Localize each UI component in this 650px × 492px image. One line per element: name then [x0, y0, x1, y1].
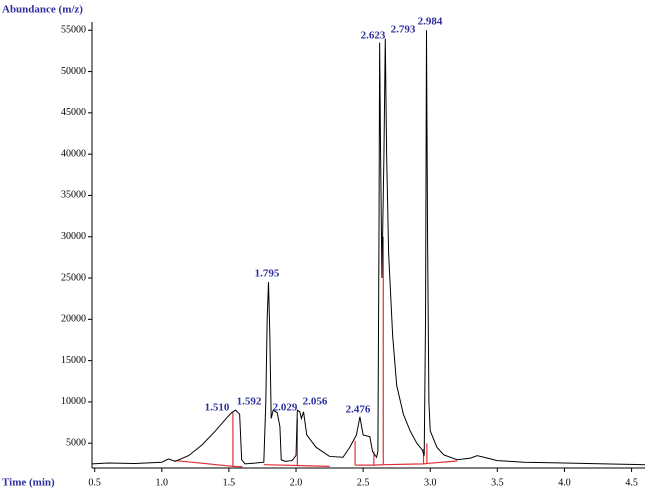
y-tick-label: 15000 — [61, 355, 86, 366]
baseline — [383, 449, 425, 466]
peak-label: 1.795 — [255, 268, 280, 280]
x-tick-label: 2.5 — [357, 477, 370, 488]
peak-label: 2.793 — [391, 24, 416, 36]
y-axis-title: Abundance (m/z) — [2, 4, 83, 16]
y-tick-label: 45000 — [61, 107, 86, 118]
peak-label: 2.623 — [361, 30, 386, 42]
baseline — [297, 464, 330, 467]
x-tick-label: 1.5 — [223, 477, 236, 488]
y-tick-label: 30000 — [61, 231, 86, 242]
y-tick-label: 55000 — [61, 25, 86, 36]
y-tick-label: 40000 — [61, 148, 86, 159]
y-tick-label: 50000 — [61, 66, 86, 77]
peak-label: 2.984 — [418, 16, 443, 28]
trace — [91, 30, 646, 466]
peak-label: 2.056 — [303, 396, 328, 408]
peak-label: 1.510 — [205, 402, 230, 414]
x-tick-label: 4.0 — [558, 477, 571, 488]
x-tick-label: 4.5 — [625, 477, 638, 488]
x-axis-title: Time (min) — [2, 477, 55, 489]
x-tick-label: 3.0 — [424, 477, 437, 488]
peak-label: 2.476 — [346, 404, 371, 416]
y-tick-label: 20000 — [61, 314, 86, 325]
x-tick-label: 2.0 — [290, 477, 303, 488]
y-tick-label: 5000 — [66, 438, 86, 449]
y-tick-label: 35000 — [61, 190, 86, 201]
baseline — [355, 451, 375, 466]
y-tick-label: 25000 — [61, 272, 86, 283]
y-tick-label: 10000 — [61, 396, 86, 407]
peak-label: 1.592 — [237, 396, 262, 408]
peak-label: 2.029 — [273, 402, 298, 414]
x-tick-label: 0.5 — [88, 477, 101, 488]
x-tick-label: 3.5 — [491, 477, 504, 488]
x-tick-label: 1.0 — [156, 477, 169, 488]
baseline — [426, 460, 458, 465]
